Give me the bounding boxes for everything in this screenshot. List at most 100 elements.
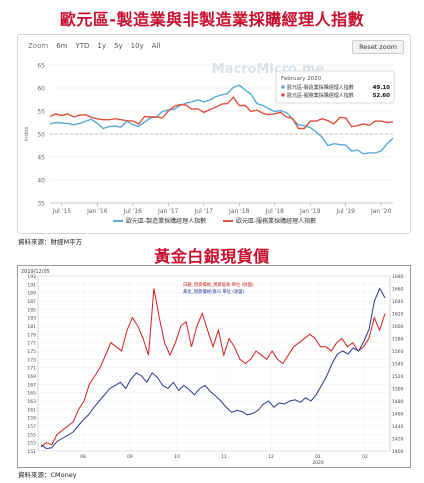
data-point bbox=[144, 116, 145, 117]
data-point bbox=[250, 111, 251, 112]
data-point bbox=[174, 106, 175, 107]
data-point bbox=[215, 96, 216, 97]
series-line-services bbox=[49, 96, 394, 130]
zoom-label: Zoom bbox=[28, 42, 49, 50]
data-point bbox=[316, 121, 317, 122]
gold-silver-chart-panel: 2019/12/05 151 153 155 157 159 161 163 165 167 169… bbox=[17, 265, 411, 468]
series-line-manufacturing bbox=[49, 84, 394, 155]
data-point bbox=[114, 118, 115, 119]
data-point bbox=[268, 108, 269, 109]
data-point bbox=[79, 123, 80, 124]
data-point bbox=[345, 144, 346, 145]
data-point bbox=[392, 121, 393, 122]
x-tick-label: Jan '20 bbox=[370, 208, 392, 215]
data-point bbox=[168, 110, 169, 111]
data-point bbox=[369, 152, 370, 153]
pmi-chart-panel: Zoom 6m YTD 1y 5y 10y All Reset zoom 35 4… bbox=[17, 34, 411, 234]
left-tick-label: 171 bbox=[27, 366, 36, 372]
data-point bbox=[386, 143, 387, 144]
x-tick-label: Jan '16 bbox=[86, 208, 108, 215]
data-point bbox=[316, 131, 317, 132]
data-point bbox=[327, 145, 328, 146]
data-point bbox=[310, 121, 311, 122]
right-tick-label: 1680 bbox=[392, 274, 404, 280]
data-point bbox=[191, 101, 192, 102]
data-point bbox=[138, 126, 139, 127]
zoom-5y-button[interactable]: 5y bbox=[114, 42, 123, 50]
source-note-bottom: 資料來源：CMoney bbox=[18, 471, 77, 479]
zoom-all-button[interactable]: All bbox=[151, 42, 161, 50]
data-point bbox=[245, 89, 246, 90]
x-tick-label: 09 bbox=[127, 454, 133, 460]
tooltip-date: February 2020 bbox=[281, 76, 322, 82]
left-tick-label: 187 bbox=[27, 299, 36, 305]
data-point bbox=[262, 105, 263, 106]
x-tick-label: Jul '16 bbox=[123, 208, 143, 215]
x-tick-label: 08 bbox=[80, 454, 86, 460]
y-tick-label: 55 bbox=[37, 109, 45, 116]
left-tick-label: 191 bbox=[27, 282, 36, 288]
right-tick-label: 1500 bbox=[392, 387, 404, 393]
y-tick-label: 35 bbox=[37, 201, 45, 208]
zoom-toolbar: Zoom 6m YTD 1y 5y 10y All bbox=[28, 42, 160, 50]
zoom-10y-button[interactable]: 10y bbox=[130, 42, 144, 50]
left-tick-label: 151 bbox=[27, 449, 36, 455]
right-tick-label: 1420 bbox=[392, 437, 404, 443]
data-point bbox=[339, 117, 340, 118]
zoom-ytd-button[interactable]: YTD bbox=[75, 42, 90, 50]
left-tick-label: 169 bbox=[27, 374, 36, 380]
data-point bbox=[363, 123, 364, 124]
data-point bbox=[274, 113, 275, 114]
reset-zoom-button[interactable]: Reset zoom bbox=[352, 40, 404, 54]
left-tick-label: 181 bbox=[27, 324, 36, 330]
data-point bbox=[73, 124, 74, 125]
data-point bbox=[209, 99, 210, 100]
data-point bbox=[91, 117, 92, 118]
data-point bbox=[215, 107, 216, 108]
data-point bbox=[239, 85, 240, 86]
data-point bbox=[339, 144, 340, 145]
data-point bbox=[185, 104, 186, 105]
data-point bbox=[162, 117, 163, 118]
data-point bbox=[268, 114, 269, 115]
right-tick-label: 1480 bbox=[392, 399, 404, 405]
data-point bbox=[351, 150, 352, 151]
data-point bbox=[375, 152, 376, 153]
data-point bbox=[227, 103, 228, 104]
data-point bbox=[174, 109, 175, 110]
data-point bbox=[180, 104, 181, 105]
data-point bbox=[97, 123, 98, 124]
data-point bbox=[120, 119, 121, 120]
data-point bbox=[185, 103, 186, 104]
data-point bbox=[97, 118, 98, 119]
zoom-1y-button[interactable]: 1y bbox=[97, 42, 107, 50]
data-point bbox=[286, 112, 287, 113]
data-point bbox=[61, 122, 62, 123]
data-point bbox=[357, 150, 358, 151]
data-point bbox=[333, 143, 334, 144]
left-tick-label: 153 bbox=[27, 441, 36, 447]
left-tick-label: 161 bbox=[27, 407, 36, 413]
left-tick-label: 163 bbox=[27, 399, 36, 405]
data-point bbox=[321, 137, 322, 138]
data-point bbox=[256, 109, 257, 110]
data-point bbox=[375, 121, 376, 122]
silver-price-line bbox=[40, 288, 386, 448]
left-tick-label: 183 bbox=[27, 316, 36, 322]
left-tick-label: 157 bbox=[27, 424, 36, 430]
data-point bbox=[345, 117, 346, 118]
data-point bbox=[381, 150, 382, 151]
data-point bbox=[351, 126, 352, 127]
right-tick-label: 1440 bbox=[392, 424, 404, 430]
data-point bbox=[85, 121, 86, 122]
data-point bbox=[381, 121, 382, 122]
data-point bbox=[61, 115, 62, 116]
plot-area bbox=[37, 275, 391, 452]
x-tick-label: 11 bbox=[221, 454, 227, 460]
zoom-6m-button[interactable]: 6m bbox=[56, 42, 68, 50]
left-tick-label: 167 bbox=[27, 382, 36, 388]
x-tick-label: Jan '19 bbox=[299, 208, 321, 215]
chart-title-bottom: 黃金白銀現貨價 bbox=[154, 247, 270, 266]
gold-price-line bbox=[40, 287, 386, 450]
data-point bbox=[197, 99, 198, 100]
